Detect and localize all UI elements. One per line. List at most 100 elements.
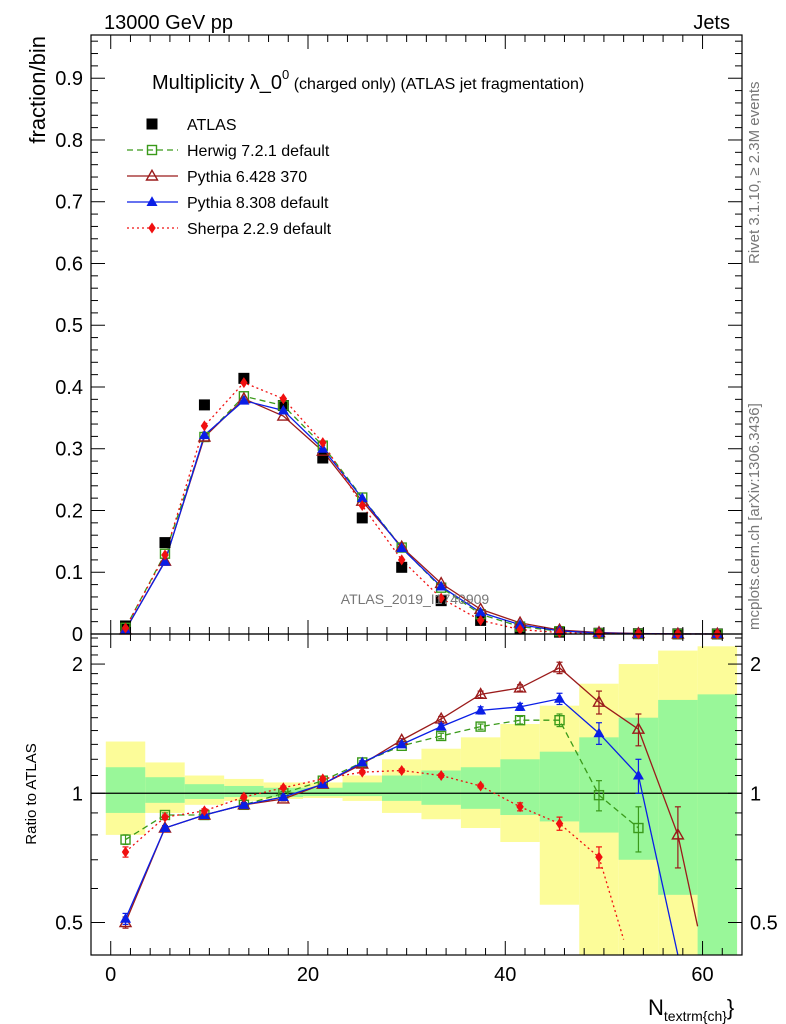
ratio-point-sherpa xyxy=(516,801,524,813)
main-point-sherpa xyxy=(279,393,288,405)
analysis-watermark: ATLAS_2019_I1740909 xyxy=(341,591,490,607)
main-point-pythia8 xyxy=(396,542,408,553)
ratio-point-sherpa xyxy=(200,805,209,817)
ratio-frame xyxy=(90,633,743,956)
ratio-point-sherpa xyxy=(397,764,406,776)
main-point-sherpa xyxy=(555,627,564,639)
legend-label-pythia6: Pythia 6.428 370 xyxy=(187,169,307,186)
ratio-point-pythia8 xyxy=(396,738,408,749)
ratio-point-pythia8 xyxy=(475,704,487,715)
ratio-point-sherpa xyxy=(161,811,169,823)
ratio-ytick-label-right: 0.5 xyxy=(750,912,778,934)
main-point-sherpa xyxy=(200,420,209,432)
main-point-pythia8 xyxy=(159,555,171,566)
uncertainty-band-inner xyxy=(145,777,185,803)
main-line-pythia8 xyxy=(124,399,718,635)
ratio-point-pythia8 xyxy=(159,822,171,833)
ratio-point-sherpa xyxy=(437,770,445,782)
uncertainty-band-inner xyxy=(381,775,422,801)
legend-marker-pythia6 xyxy=(145,168,159,181)
ratio-point-herwig xyxy=(593,789,605,801)
main-point-pythia6 xyxy=(276,408,291,421)
uncertainty-band-inner xyxy=(342,782,382,797)
main-ytick-label: 0.2 xyxy=(55,500,83,522)
ratio-point-herwig xyxy=(475,721,486,732)
main-point-atlas xyxy=(159,537,171,549)
ratio-point-pythia8 xyxy=(514,701,526,711)
ratio-ytick-label: 1 xyxy=(72,783,83,805)
ratio-point-sherpa xyxy=(476,780,485,792)
ratio-point-pythia6 xyxy=(473,687,488,700)
ratio-point-pythia8 xyxy=(593,727,605,738)
ratio-ytick-label-right: 1 xyxy=(750,783,761,805)
ratio-xtick-label: 0 xyxy=(105,964,116,986)
ratio-point-pythia8 xyxy=(632,769,644,780)
legend-marker-pythia8 xyxy=(146,196,158,206)
ratio-point-sherpa xyxy=(319,773,327,785)
main-point-sherpa xyxy=(121,622,130,634)
legend-label-sherpa: Sherpa 2.2.9 default xyxy=(187,221,332,238)
ratio-y-axis-label: Ratio to ATLAS xyxy=(23,743,40,844)
main-point-atlas xyxy=(396,561,408,573)
main-y-axis-label: fraction/bin xyxy=(25,36,50,144)
main-point-sherpa xyxy=(319,437,327,449)
x-axis-label: Ntextrm{ch}} xyxy=(648,995,734,1024)
legend-marker-atlas xyxy=(146,118,158,130)
ratio-point-sherpa xyxy=(121,846,130,858)
chart-title: Multiplicity λ_00 (charged only) (ATLAS … xyxy=(152,67,584,94)
main-point-sherpa xyxy=(476,614,485,626)
legend-marker-herwig xyxy=(146,144,158,156)
ratio-ytick-label-right: 2 xyxy=(750,654,761,676)
legend-label-pythia8: Pythia 8.308 default xyxy=(187,195,329,212)
legend-label-herwig: Herwig 7.2.1 default xyxy=(187,143,330,160)
uncertainty-band-inner xyxy=(105,767,146,813)
main-plot-marks xyxy=(118,372,725,640)
ratio-point-pythia8 xyxy=(435,720,447,731)
ratio-ytick-label: 2 xyxy=(72,654,83,676)
jets-label: Jets xyxy=(693,12,730,34)
main-ytick-label: 0.6 xyxy=(55,253,83,275)
main-ytick-label: 0.9 xyxy=(55,68,83,90)
ratio-point-pythia6 xyxy=(631,722,646,734)
ratio-point-pythia8 xyxy=(238,799,250,809)
ratio-point-sherpa xyxy=(555,818,564,830)
main-point-atlas xyxy=(317,452,329,464)
main-ytick-label: 0.1 xyxy=(55,562,83,584)
ratio-plot-marks xyxy=(91,646,742,956)
uncertainty-band-inner xyxy=(184,784,225,799)
ratio-point-sherpa xyxy=(595,851,603,863)
main-point-pythia8 xyxy=(514,618,526,629)
main-point-atlas xyxy=(198,399,210,411)
ratio-point-sherpa xyxy=(279,782,288,794)
uncertainty-band-inner xyxy=(303,787,343,797)
uncertainty-band-inner xyxy=(224,785,264,798)
main-point-pythia8 xyxy=(238,394,250,405)
ratio-line-sherpa xyxy=(125,769,625,940)
ratio-point-sherpa xyxy=(358,766,366,778)
ratio-point-herwig xyxy=(554,714,565,726)
main-point-atlas xyxy=(356,512,368,524)
ratio-xtick-label: 20 xyxy=(297,964,319,986)
ratio-point-pythia6 xyxy=(592,695,606,707)
ratio-point-pythia8 xyxy=(120,913,132,923)
ratio-point-herwig xyxy=(633,822,644,834)
main-axis-ticks: 0 0.1 0.2 0.3 0.4 0.5 0.6 0.7 0.8 0.9 xyxy=(55,35,742,646)
main-point-sherpa xyxy=(240,377,248,389)
uncertainty-band-inner xyxy=(697,694,738,955)
main-point-pythia8 xyxy=(435,580,447,591)
legend: ATLAS Herwig 7.2.1 default Pythia 6.428 37… xyxy=(127,117,332,238)
ratio-point-herwig xyxy=(435,730,447,742)
legend-label-atlas: ATLAS xyxy=(187,117,237,134)
energy-label: 13000 GeV pp xyxy=(104,12,233,34)
ratio-xtick-label: 60 xyxy=(691,964,713,986)
ratio-point-herwig xyxy=(514,714,526,726)
ratio-panel: 0.5 0.51 12 20 20 40 60 Ratio to ATLAS Ntextrm… xyxy=(23,633,778,1024)
main-point-pythia8 xyxy=(356,492,368,503)
ratio-point-pythia6 xyxy=(671,827,685,840)
main-point-pythia8 xyxy=(198,429,210,440)
main-panel: 0 0.1 0.2 0.3 0.4 0.5 0.6 0.7 0.8 0.9 ATLAS_2019_… xyxy=(25,34,743,646)
main-ytick-label: 0.7 xyxy=(55,192,83,214)
main-point-sherpa xyxy=(161,549,169,561)
ratio-point-pythia8 xyxy=(356,756,368,767)
